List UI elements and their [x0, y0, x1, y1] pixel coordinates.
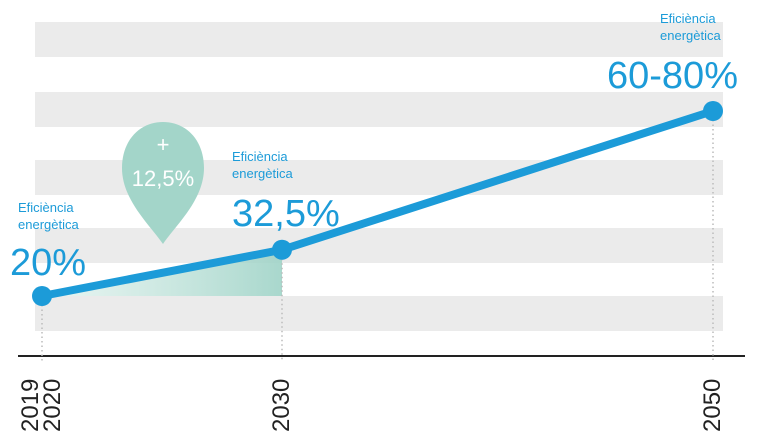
point — [32, 286, 52, 306]
x-tick-label: 2019 2020 — [17, 378, 66, 432]
caption: energètica — [18, 217, 79, 232]
value-label: 20% — [10, 242, 86, 284]
annotation: 12,5% — [132, 166, 194, 191]
value-label: 32,5% — [232, 193, 340, 235]
x-tick-label: 2050 — [699, 378, 726, 432]
caption: energètica — [660, 28, 721, 43]
caption: Eficiència — [232, 149, 288, 164]
point — [272, 239, 292, 260]
pin — [122, 122, 204, 244]
value-label: 60-80% — [607, 55, 738, 97]
stripes — [35, 22, 723, 331]
x-tick-label: 2030 — [268, 378, 295, 432]
caption: Eficiència — [660, 11, 716, 26]
caption: Eficiència — [18, 200, 74, 215]
caption: energètica — [232, 166, 293, 181]
point — [703, 101, 723, 121]
annotation: + — [157, 132, 170, 157]
